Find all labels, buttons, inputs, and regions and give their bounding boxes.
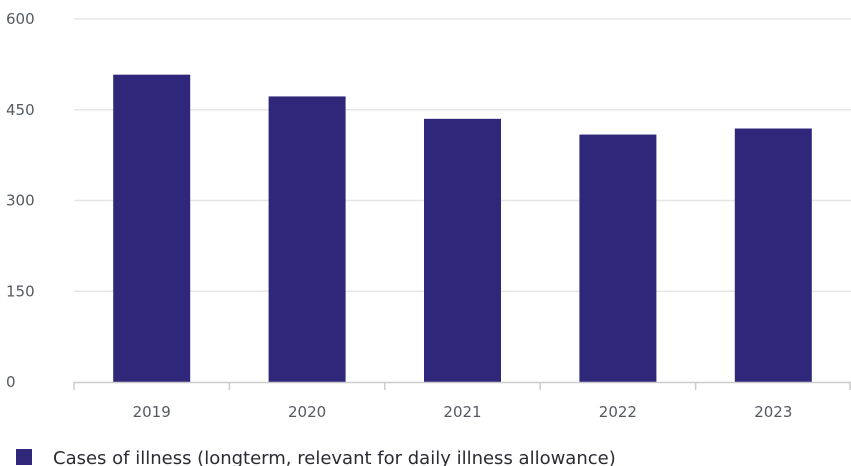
y-tick-label: 450 bbox=[6, 101, 35, 119]
bar-2023 bbox=[734, 128, 812, 382]
bar-2019 bbox=[113, 74, 191, 382]
legend-swatch bbox=[16, 449, 32, 465]
bar-2021 bbox=[424, 118, 501, 382]
y-tick-label: 0 bbox=[6, 373, 16, 391]
y-axis-tick-labels: 0 150 300 450 600 bbox=[6, 10, 35, 391]
x-tick-label: 2023 bbox=[754, 403, 792, 421]
legend-label: Cases of illness (longterm, relevant for… bbox=[53, 448, 616, 466]
bar-2022 bbox=[579, 134, 657, 382]
legend: Cases of illness (longterm, relevant for… bbox=[16, 448, 616, 466]
y-tick-label: 300 bbox=[6, 192, 35, 210]
x-tick-label: 2019 bbox=[133, 403, 171, 421]
bars bbox=[113, 74, 812, 382]
y-tick-label: 150 bbox=[6, 282, 35, 300]
x-tick-label: 2020 bbox=[288, 403, 326, 421]
x-tick-label: 2022 bbox=[599, 403, 637, 421]
bar-2020 bbox=[268, 96, 346, 382]
x-axis-tick-labels: 2019 2020 2021 2022 2023 bbox=[133, 403, 793, 421]
y-tick-label: 600 bbox=[6, 10, 35, 28]
x-tick-label: 2021 bbox=[443, 403, 481, 421]
x-axis bbox=[73, 381, 851, 390]
